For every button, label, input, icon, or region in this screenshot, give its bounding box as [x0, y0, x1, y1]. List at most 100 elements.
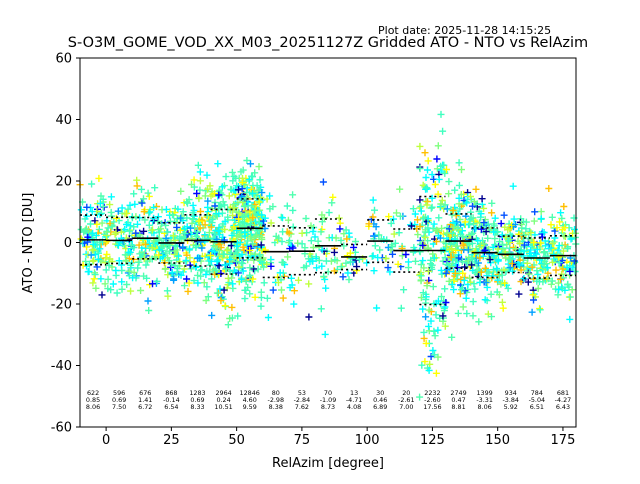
- scatter-point: [550, 251, 558, 258]
- scatter-point: [235, 186, 242, 194]
- scatter-point: [390, 215, 397, 223]
- bin-mean-label: 0.69: [112, 396, 126, 404]
- scatter-point: [556, 218, 564, 226]
- scatter-point: [243, 241, 251, 249]
- scatter-point: [145, 209, 153, 217]
- scatter-point: [313, 264, 321, 272]
- scatter-point: [295, 276, 302, 284]
- scatter-point: [228, 274, 236, 282]
- scatter-point: [371, 206, 378, 214]
- scatter-point: [457, 191, 465, 198]
- scatter-point: [462, 294, 470, 302]
- scatter-point: [257, 288, 265, 296]
- scatter-point: [171, 218, 179, 226]
- scatter-point: [559, 265, 567, 273]
- scatter-point: [494, 257, 502, 265]
- scatter-point: [88, 208, 96, 216]
- scatter-point: [314, 237, 322, 245]
- bin-mean-label: 0.85: [86, 396, 100, 404]
- scatter-point: [194, 161, 202, 169]
- scatter-point: [204, 197, 212, 205]
- scatter-point: [488, 209, 496, 217]
- scatter-point: [434, 326, 442, 334]
- bin-mean-label: -2.60: [424, 396, 441, 404]
- scatter-point: [518, 220, 525, 228]
- scatter-point: [553, 224, 561, 232]
- scatter-point: [149, 226, 156, 234]
- scatter-point: [114, 241, 122, 249]
- scatter-point: [107, 193, 115, 201]
- bin-count-label: 80: [272, 389, 280, 397]
- scatter-point: [287, 274, 295, 282]
- bin-mean-label: -0.14: [163, 396, 180, 404]
- bin-count-label: 868: [165, 389, 177, 397]
- scatter-point: [164, 271, 172, 279]
- scatter-point: [427, 204, 435, 212]
- scatter-point: [567, 235, 575, 243]
- scatter-point: [129, 274, 137, 282]
- scatter-point: [144, 297, 152, 305]
- scatter-point: [194, 228, 201, 236]
- scatter-point: [249, 240, 257, 248]
- scatter-point: [278, 238, 286, 246]
- bin-count-label: 20: [402, 389, 410, 397]
- scatter-point: [384, 264, 392, 272]
- scatter-point: [169, 211, 176, 219]
- scatter-point: [440, 161, 448, 169]
- scatter-point: [439, 127, 447, 135]
- bin-std-label: 9.59: [243, 403, 257, 411]
- scatter-point: [420, 232, 428, 240]
- scatter-point: [113, 289, 121, 297]
- x-tick-label: 150: [485, 433, 510, 448]
- chart-title: S-O3M_GOME_VOD_XX_M03_20251127Z Gridded …: [67, 35, 589, 51]
- scatter-point: [416, 165, 424, 173]
- scatter-point: [416, 196, 424, 204]
- scatter-point: [428, 194, 436, 202]
- scatter-point: [536, 306, 544, 314]
- scatter-point: [491, 235, 499, 243]
- scatter-point: [463, 310, 471, 318]
- scatter-point: [92, 231, 100, 239]
- scatter-point: [451, 269, 459, 277]
- scatter-point: [318, 218, 326, 226]
- scatter-point: [537, 239, 545, 247]
- scatter-point: [434, 190, 442, 198]
- scatter-point: [97, 192, 105, 200]
- scatter-point: [461, 263, 469, 271]
- bin-std-label: 8.06: [86, 403, 100, 411]
- scatter-point: [435, 214, 443, 222]
- scatter-point: [186, 261, 194, 269]
- scatter-point: [329, 193, 337, 201]
- scatter-point: [385, 213, 393, 221]
- scatter-point: [474, 237, 482, 244]
- scatter-point: [555, 279, 562, 287]
- scatter-point: [526, 227, 534, 235]
- scatter-point: [101, 280, 109, 288]
- scatter-point: [531, 231, 539, 239]
- scatter-point: [317, 228, 325, 236]
- scatter-point: [383, 236, 391, 244]
- scatter-point: [207, 252, 215, 259]
- scatter-point: [196, 186, 204, 194]
- scatter-point: [340, 242, 348, 250]
- scatter-point: [182, 256, 190, 264]
- scatter-point: [91, 271, 99, 279]
- scatter-point: [208, 275, 216, 283]
- scatter-point: [351, 248, 359, 256]
- scatter-point: [106, 255, 114, 263]
- scatter-point: [90, 275, 98, 283]
- scatter-point: [204, 293, 212, 301]
- scatter-point: [257, 241, 265, 249]
- scatter-point: [319, 178, 327, 186]
- scatter-point: [302, 215, 310, 222]
- scatter-point: [509, 182, 517, 190]
- scatter-point: [135, 258, 143, 266]
- scatter-point: [197, 267, 205, 275]
- scatter-point: [538, 233, 546, 241]
- scatter-point: [515, 290, 523, 298]
- scatter-point: [255, 163, 263, 171]
- scatter-point: [149, 280, 156, 288]
- scatter-point: [130, 190, 138, 198]
- scatter-point: [148, 244, 156, 252]
